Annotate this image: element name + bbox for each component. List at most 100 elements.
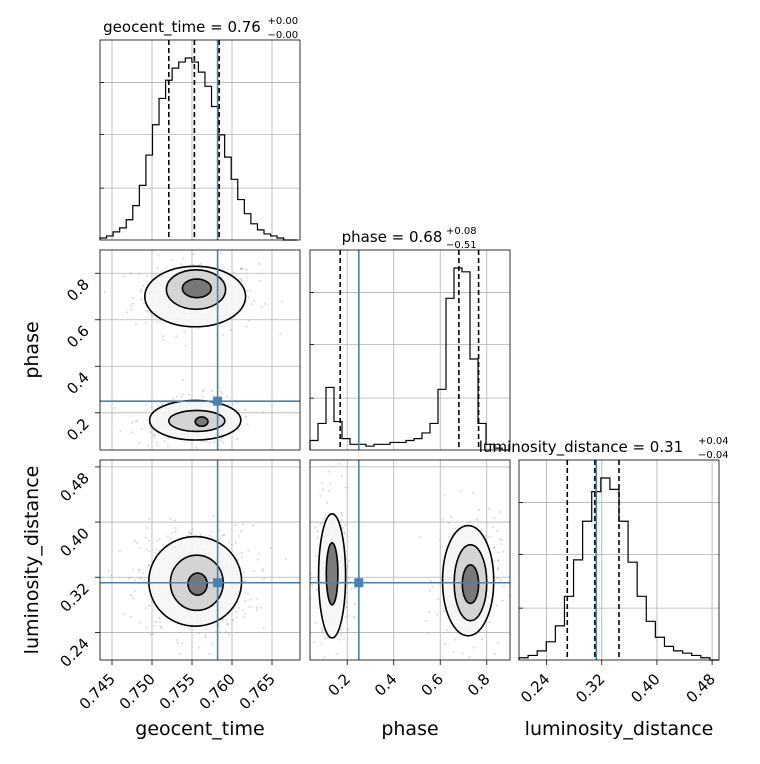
contour-outer <box>441 524 495 637</box>
sample-point <box>119 430 122 433</box>
sample-point <box>259 280 262 283</box>
sample-point <box>248 319 251 322</box>
sample-point <box>247 296 250 299</box>
sample-point <box>341 526 344 530</box>
sample-point <box>222 334 225 337</box>
sample-point <box>162 335 165 338</box>
sample-point <box>131 431 134 434</box>
panel-title-phase: phase = 0.68 +0.08 −0.51 <box>342 226 477 251</box>
x-axis-label-phase: phase <box>381 718 438 740</box>
sample-point <box>155 620 158 623</box>
y-tick-label: 0.2 <box>63 415 93 445</box>
sample-point <box>158 538 161 541</box>
sample-point <box>320 688 322 690</box>
sample-point <box>247 549 250 552</box>
contour-inner <box>194 416 209 428</box>
title-minus: −0.04 <box>698 450 729 461</box>
sample-point <box>480 529 483 532</box>
sample-point <box>261 567 264 570</box>
sample-point <box>129 271 132 275</box>
panel-title-luminosity_distance: luminosity_distance = 0.31 +0.04 −0.04 <box>479 436 729 461</box>
x-tick-label: 0.32 <box>572 670 608 706</box>
truth-marker <box>213 396 223 406</box>
sample-point <box>219 252 222 255</box>
sample-point <box>150 405 154 408</box>
sample-point <box>262 577 265 580</box>
sample-point <box>225 630 228 634</box>
sample-point <box>146 275 149 278</box>
sample-point <box>174 530 177 533</box>
sample-point <box>321 627 324 630</box>
sample-point <box>225 619 228 623</box>
sample-point <box>206 440 209 443</box>
sample-point <box>511 615 513 617</box>
sample-point <box>262 569 265 572</box>
y-tick-label: 0.40 <box>56 524 92 560</box>
y-tick-label: 0.6 <box>63 322 93 352</box>
sample-point <box>441 518 445 521</box>
sample-point <box>244 612 247 615</box>
sample-point <box>255 609 259 612</box>
sample-point <box>322 517 326 520</box>
contour-outer <box>147 535 243 628</box>
sample-point <box>320 683 322 685</box>
sample-point <box>157 405 160 408</box>
sample-point <box>242 615 245 618</box>
sample-point <box>235 616 238 619</box>
sample-point <box>344 601 348 604</box>
sample-point <box>153 624 156 627</box>
sample-point <box>443 609 446 613</box>
sample-point <box>187 534 190 537</box>
sample-point <box>122 275 125 278</box>
sample-point <box>145 310 148 313</box>
sample-point <box>139 546 142 549</box>
sample-point <box>218 520 221 523</box>
sample-point <box>204 628 207 631</box>
sample-point <box>492 547 495 550</box>
sample-point <box>227 541 230 544</box>
sample-point <box>478 508 481 512</box>
sample-point <box>240 279 244 282</box>
sample-point <box>353 586 357 590</box>
sample-point <box>188 627 191 630</box>
sample-point <box>141 571 145 574</box>
y-tick-label: 0.32 <box>56 579 92 615</box>
sample-point <box>346 606 349 609</box>
sample-point <box>284 558 288 561</box>
sample-point <box>147 564 150 568</box>
sample-point <box>443 643 446 646</box>
sample-point <box>85 274 87 276</box>
title-plus: +0.00 <box>268 16 299 27</box>
sample-point <box>438 539 442 542</box>
sample-point <box>166 445 170 448</box>
sample-point <box>491 526 494 529</box>
sample-point <box>201 395 204 398</box>
sample-point <box>153 435 156 438</box>
sample-point <box>452 650 455 653</box>
sample-point <box>208 441 212 444</box>
sample-point <box>429 580 433 583</box>
sample-point <box>191 528 194 531</box>
sample-point <box>149 633 152 636</box>
x-tick-label: 0.40 <box>627 670 663 706</box>
histogram-panel-geocent_time: geocent_time = 0.76 +0.00 −0.00 <box>99 16 301 241</box>
sample-point <box>175 638 179 642</box>
sample-point <box>334 670 336 672</box>
sample-point <box>129 615 132 619</box>
sample-point <box>163 440 166 443</box>
sample-point <box>429 589 432 592</box>
sample-point <box>169 537 172 540</box>
sample-point <box>428 611 431 614</box>
sample-point <box>199 262 202 266</box>
sample-point <box>314 526 317 529</box>
sample-point <box>262 626 265 630</box>
sample-point <box>352 615 356 619</box>
sample-point <box>219 390 222 393</box>
sample-point <box>165 461 167 463</box>
sample-point <box>497 551 500 554</box>
panel-frame <box>309 249 511 451</box>
sample-point <box>239 277 242 280</box>
sample-point <box>307 642 309 644</box>
sample-point <box>218 631 221 634</box>
sample-point <box>238 409 241 412</box>
